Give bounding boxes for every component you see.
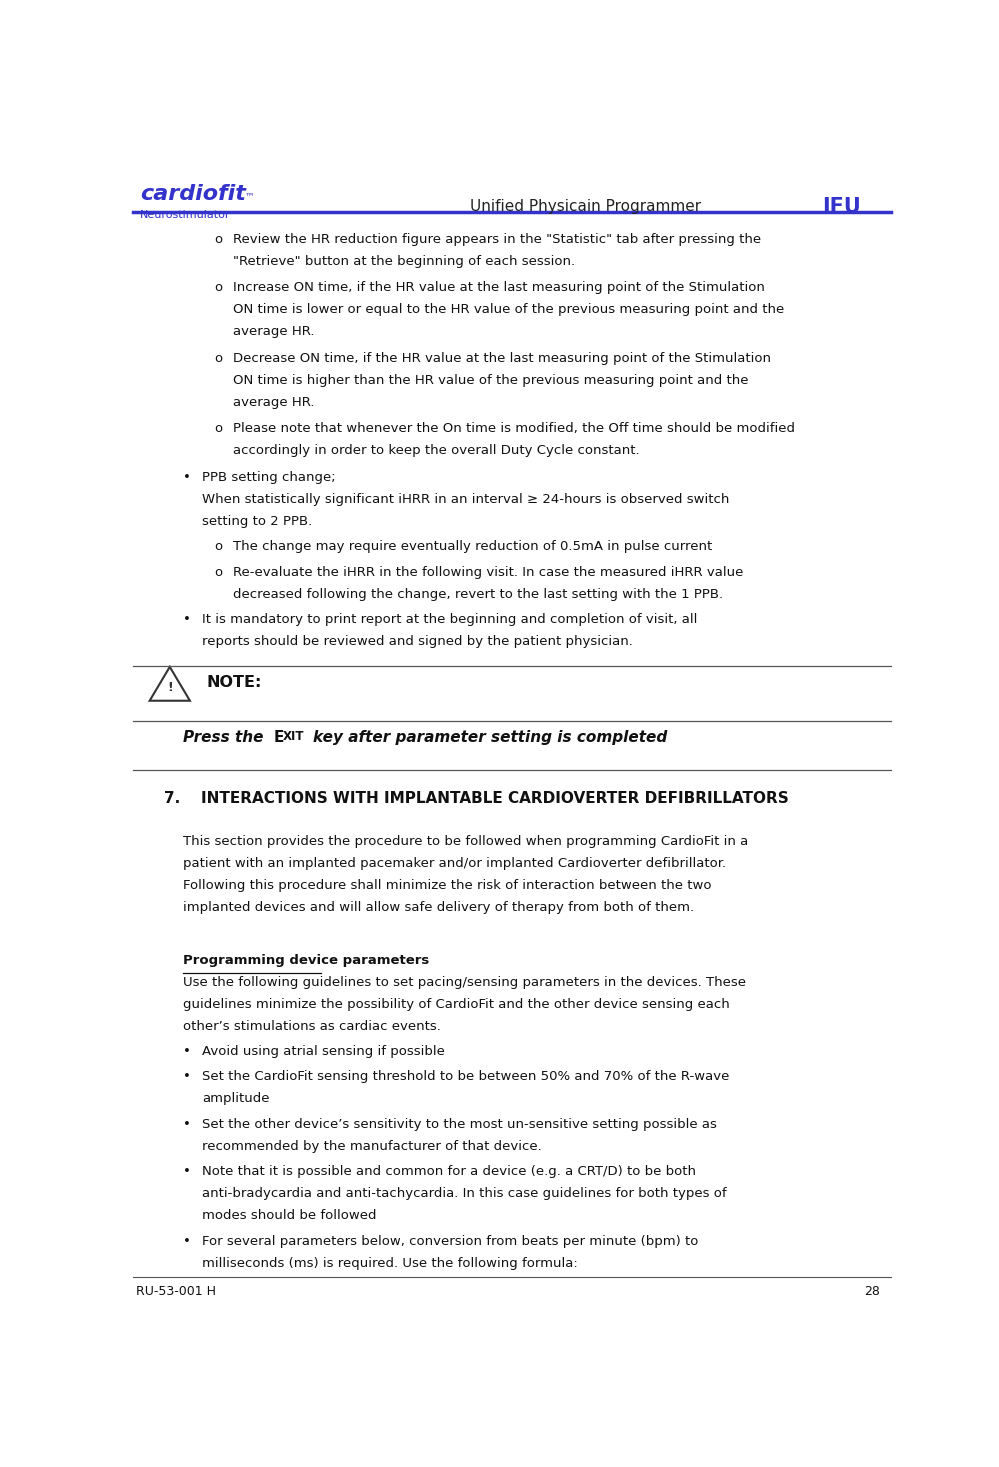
Text: implanted devices and will allow safe delivery of therapy from both of them.: implanted devices and will allow safe de…: [183, 901, 694, 914]
Text: •: •: [183, 1045, 191, 1058]
Text: o: o: [214, 233, 222, 245]
Text: RU-53-001 H: RU-53-001 H: [137, 1285, 217, 1298]
Text: Increase ON time, if the HR value at the last measuring point of the Stimulation: Increase ON time, if the HR value at the…: [234, 282, 765, 293]
Text: Set the other device’s sensitivity to the most un-sensitive setting possible as: Set the other device’s sensitivity to th…: [202, 1118, 717, 1131]
Text: o: o: [214, 422, 222, 436]
Text: Programming device parameters: Programming device parameters: [183, 954, 430, 967]
Text: reports should be reviewed and signed by the patient physician.: reports should be reviewed and signed by…: [202, 635, 633, 648]
Text: average HR.: average HR.: [234, 326, 315, 339]
Text: XIT: XIT: [283, 729, 305, 742]
Text: •: •: [183, 1118, 191, 1131]
Text: Avoid using atrial sensing if possible: Avoid using atrial sensing if possible: [202, 1045, 446, 1058]
Text: Re-evaluate the iHRR in the following visit. In case the measured iHRR value: Re-evaluate the iHRR in the following vi…: [234, 566, 743, 579]
Text: The change may require eventually reduction of 0.5mA in pulse current: The change may require eventually reduct…: [234, 540, 712, 553]
Text: It is mandatory to print report at the beginning and completion of visit, all: It is mandatory to print report at the b…: [202, 613, 697, 626]
Text: •: •: [183, 1165, 191, 1178]
Text: patient with an implanted pacemaker and/or implanted Cardioverter defibrillator.: patient with an implanted pacemaker and/…: [183, 857, 726, 870]
Text: setting to 2 PPB.: setting to 2 PPB.: [202, 515, 313, 528]
Text: •: •: [183, 613, 191, 626]
Text: Following this procedure shall minimize the risk of interaction between the two: Following this procedure shall minimize …: [183, 879, 711, 892]
Text: For several parameters below, conversion from beats per minute (bpm) to: For several parameters below, conversion…: [202, 1235, 698, 1248]
Text: recommended by the manufacturer of that device.: recommended by the manufacturer of that …: [202, 1140, 542, 1153]
Text: o: o: [214, 352, 222, 365]
Text: 7.: 7.: [164, 791, 180, 805]
Text: PPB setting change;: PPB setting change;: [202, 471, 336, 484]
Text: modes should be followed: modes should be followed: [202, 1209, 377, 1222]
Text: Press the: Press the: [183, 729, 269, 745]
Text: INTERACTIONS WITH IMPLANTABLE CARDIOVERTER DEFIBRILLATORS: INTERACTIONS WITH IMPLANTABLE CARDIOVERT…: [201, 791, 788, 805]
Text: other’s stimulations as cardiac events.: other’s stimulations as cardiac events.: [183, 1020, 441, 1033]
Text: key after parameter setting is completed: key after parameter setting is completed: [313, 729, 667, 745]
Text: average HR.: average HR.: [234, 396, 315, 409]
Text: This section provides the procedure to be followed when programming CardioFit in: This section provides the procedure to b…: [183, 835, 748, 848]
Text: •: •: [183, 1071, 191, 1084]
Text: When statistically significant iHRR in an interval ≥ 24-hours is observed switch: When statistically significant iHRR in a…: [202, 493, 729, 506]
Text: Please note that whenever the On time is modified, the Off time should be modifi: Please note that whenever the On time is…: [234, 422, 795, 436]
Text: amplitude: amplitude: [202, 1093, 270, 1106]
Text: cardiofit: cardiofit: [140, 183, 246, 204]
Text: o: o: [214, 566, 222, 579]
Text: decreased following the change, revert to the last setting with the 1 PPB.: decreased following the change, revert t…: [234, 588, 723, 601]
Text: ™: ™: [245, 191, 255, 201]
Text: milliseconds (ms) is required. Use the following formula:: milliseconds (ms) is required. Use the f…: [202, 1257, 578, 1270]
Text: "Retrieve" button at the beginning of each session.: "Retrieve" button at the beginning of ea…: [234, 255, 575, 267]
Text: NOTE:: NOTE:: [206, 675, 262, 691]
Text: o: o: [214, 540, 222, 553]
Text: Note that it is possible and common for a device (e.g. a CRT/D) to be both: Note that it is possible and common for …: [202, 1165, 696, 1178]
Text: Use the following guidelines to set pacing/sensing parameters in the devices. Th: Use the following guidelines to set paci…: [183, 976, 746, 989]
Text: ON time is lower or equal to the HR value of the previous measuring point and th: ON time is lower or equal to the HR valu…: [234, 304, 784, 315]
Text: Unified Physicain Programmer: Unified Physicain Programmer: [470, 200, 701, 214]
Text: !: !: [167, 681, 173, 694]
Text: o: o: [214, 282, 222, 293]
Text: Neurostimulator: Neurostimulator: [140, 210, 231, 220]
Text: 28: 28: [864, 1285, 880, 1298]
Text: E: E: [274, 729, 284, 745]
Text: •: •: [183, 1235, 191, 1248]
Text: accordingly in order to keep the overall Duty Cycle constant.: accordingly in order to keep the overall…: [234, 445, 640, 458]
Text: ON time is higher than the HR value of the previous measuring point and the: ON time is higher than the HR value of t…: [234, 374, 749, 387]
Text: IFU: IFU: [821, 197, 860, 217]
Text: guidelines minimize the possibility of CardioFit and the other device sensing ea: guidelines minimize the possibility of C…: [183, 998, 729, 1011]
Text: Set the CardioFit sensing threshold to be between 50% and 70% of the R-wave: Set the CardioFit sensing threshold to b…: [202, 1071, 729, 1084]
Text: Decrease ON time, if the HR value at the last measuring point of the Stimulation: Decrease ON time, if the HR value at the…: [234, 352, 771, 365]
Text: Review the HR reduction figure appears in the "Statistic" tab after pressing the: Review the HR reduction figure appears i…: [234, 233, 761, 245]
Text: anti-bradycardia and anti-tachycardia. In this case guidelines for both types of: anti-bradycardia and anti-tachycardia. I…: [202, 1187, 727, 1200]
Text: •: •: [183, 471, 191, 484]
